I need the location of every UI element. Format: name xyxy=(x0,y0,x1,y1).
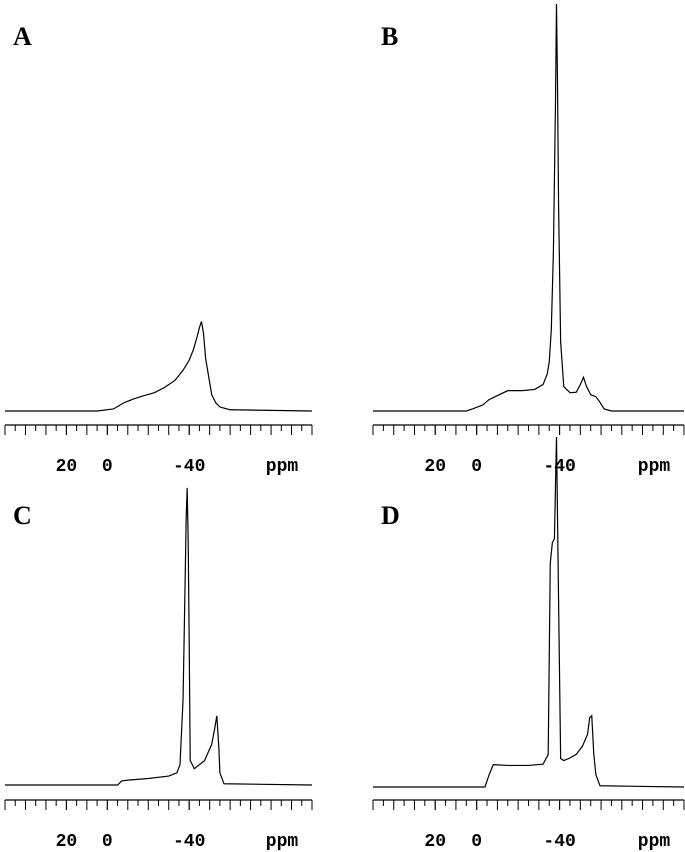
x-axis-label: ppm xyxy=(266,832,299,852)
x-tick-label: -40 xyxy=(543,832,575,852)
x-axis-label: ppm xyxy=(638,457,671,477)
x-tick-label: 20 xyxy=(56,457,78,477)
x-tick-label: 0 xyxy=(102,457,113,477)
x-tick-label: -40 xyxy=(543,457,575,477)
x-tick-label: 20 xyxy=(56,832,78,852)
spectrum-panel: B 20 0 -40 ppm xyxy=(372,3,685,477)
spectrum-panel: C 20 0 -40 ppm xyxy=(4,487,313,852)
panel-label: B xyxy=(381,22,398,51)
spectrum xyxy=(5,321,313,412)
panel-label: C xyxy=(13,501,32,530)
spectrum xyxy=(373,436,685,788)
x-tick-label: -40 xyxy=(173,457,205,477)
x-tick-label: 0 xyxy=(102,832,113,852)
x-tick-label: -40 xyxy=(173,832,205,852)
x-axis-label: ppm xyxy=(638,832,671,852)
x-tick-label: 20 xyxy=(424,457,446,477)
spectrum xyxy=(5,487,313,786)
x-tick-label: 0 xyxy=(471,457,482,477)
spectrum-panel: D 20 0 -40 ppm xyxy=(372,436,685,852)
spectrum-panel: A 20 0 -40 ppm xyxy=(4,22,313,477)
panel-label: D xyxy=(381,501,400,530)
x-axis-label: ppm xyxy=(266,457,299,477)
x-tick-label: 0 xyxy=(471,832,482,852)
panel-label: A xyxy=(13,22,32,51)
spectrum xyxy=(373,3,684,412)
x-tick-label: 20 xyxy=(424,832,446,852)
